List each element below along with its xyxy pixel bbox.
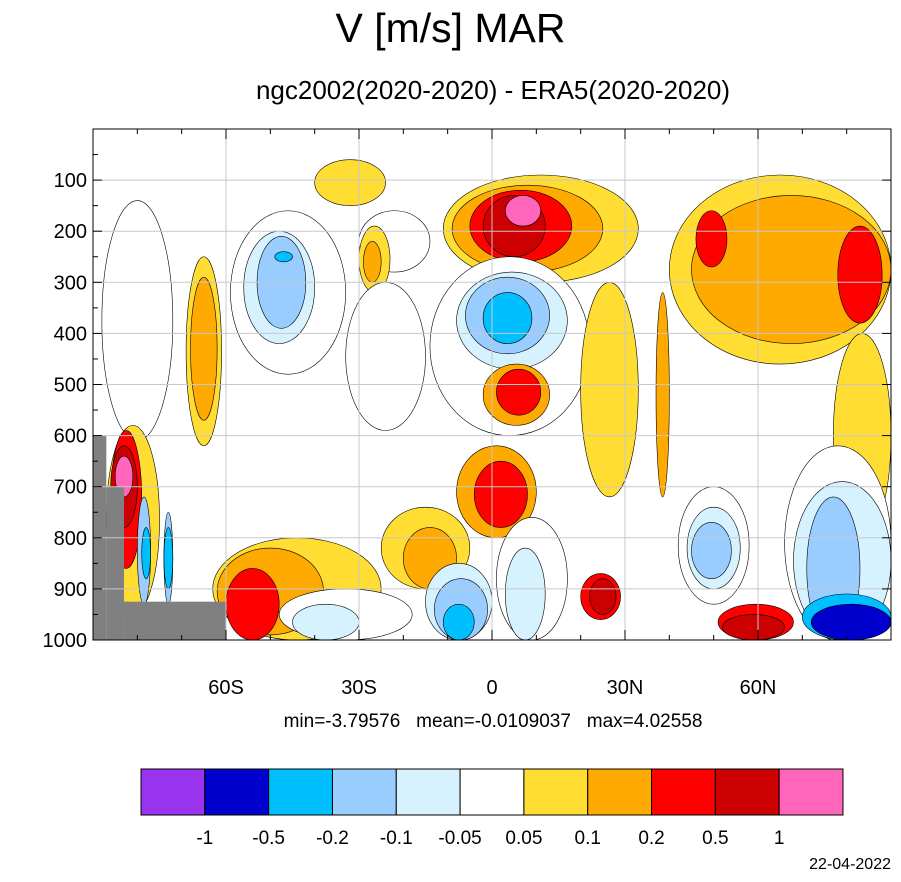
colorbar-label: 0.1	[575, 828, 601, 849]
colorbar-swatch	[459, 768, 525, 816]
colorbar-swatch	[587, 768, 653, 816]
contour-region	[345, 281, 426, 431]
stat-min: min=-3.79576	[283, 711, 401, 732]
contour-region	[580, 281, 639, 498]
colorbar-label: -0.5	[252, 828, 285, 849]
chart-subtitle: ngc2002(2020-2020) - ERA5(2020-2020)	[255, 75, 731, 105]
contour-region	[496, 368, 542, 416]
missing-data-mask	[124, 601, 226, 640]
contour-region	[589, 578, 617, 615]
contour-region	[505, 547, 546, 640]
chart-title: V [m/s] MAR	[335, 5, 566, 51]
x-tick-label: 0	[486, 677, 497, 699]
y-tick-label: 400	[54, 323, 87, 345]
colorbar-label: -0.2	[316, 828, 349, 849]
x-tick-label: 60S	[208, 677, 244, 699]
colorbar-label: -0.05	[438, 828, 481, 849]
plot-date: 22-04-2022	[809, 856, 891, 873]
colorbar-label: 1	[774, 828, 785, 849]
y-tick-label: 200	[54, 221, 87, 243]
contour-region	[691, 195, 891, 344]
grid-layer	[93, 129, 891, 640]
contour-region	[482, 292, 533, 344]
axes-layer: 100 200 300 400 500 600 700 800 900 1000 60S 30S 0 30…	[43, 129, 891, 699]
contour-region	[190, 276, 218, 421]
stats-line: min=-3.79576 mean=-0.0109037 max=4.02558	[0, 710, 901, 734]
y-tick-label: 800	[54, 528, 87, 550]
colorbar-swatch	[204, 768, 270, 816]
colorbar-label: 0.05	[505, 828, 542, 849]
colorbar: -1 -0.5 -0.2 -0.1 -0.05 0.05 0.1 0.2 0.5 1	[140, 768, 844, 849]
contour-fill-layer	[93, 159, 891, 640]
missing-data-mask	[106, 486, 125, 640]
contour-region	[101, 200, 174, 442]
y-tick-label: 900	[54, 579, 87, 601]
y-tick-label: 500	[54, 375, 87, 397]
colorbar-swatch	[714, 768, 780, 816]
colorbar-swatch	[268, 768, 333, 816]
contour-region	[274, 251, 293, 263]
y-tick-label: 700	[54, 477, 87, 499]
contour-region	[442, 603, 475, 640]
stat-max: max=4.02558	[586, 711, 703, 732]
contour-region	[363, 241, 382, 283]
colorbar-label: 0.5	[702, 828, 728, 849]
y-tick-label: 300	[54, 272, 87, 294]
contour-region	[695, 210, 728, 268]
colorbar-label: 0.2	[638, 828, 664, 849]
contour-region	[810, 603, 891, 640]
contour-region	[225, 568, 280, 640]
colorbar-swatch	[778, 768, 844, 816]
x-tick-label: 60N	[740, 677, 777, 699]
colorbar-swatch	[331, 768, 397, 816]
contour-region	[837, 225, 883, 324]
contour-region	[655, 292, 670, 498]
y-tick-label: 600	[54, 426, 87, 448]
y-tick-label: 100	[54, 170, 87, 192]
stat-mean: mean=-0.0109037	[416, 711, 571, 732]
colorbar-swatch	[140, 768, 206, 816]
contour-region	[473, 460, 528, 528]
colorbar-label: -1	[196, 828, 213, 849]
x-tick-label: 30N	[607, 677, 644, 699]
colorbar-swatch	[523, 768, 589, 816]
colorbar-label: -0.1	[380, 828, 413, 849]
contour-region	[691, 522, 732, 579]
contour-region	[163, 527, 174, 590]
colorbar-swatch	[395, 768, 461, 816]
contour-region	[504, 195, 542, 227]
contour-region	[141, 527, 151, 579]
x-tick-label: 30S	[341, 677, 377, 699]
colorbar-swatch	[651, 768, 716, 816]
y-tick-label: 1000	[43, 630, 88, 652]
contour-region	[722, 614, 785, 640]
contour-region	[292, 603, 360, 640]
contour-region	[314, 159, 386, 206]
